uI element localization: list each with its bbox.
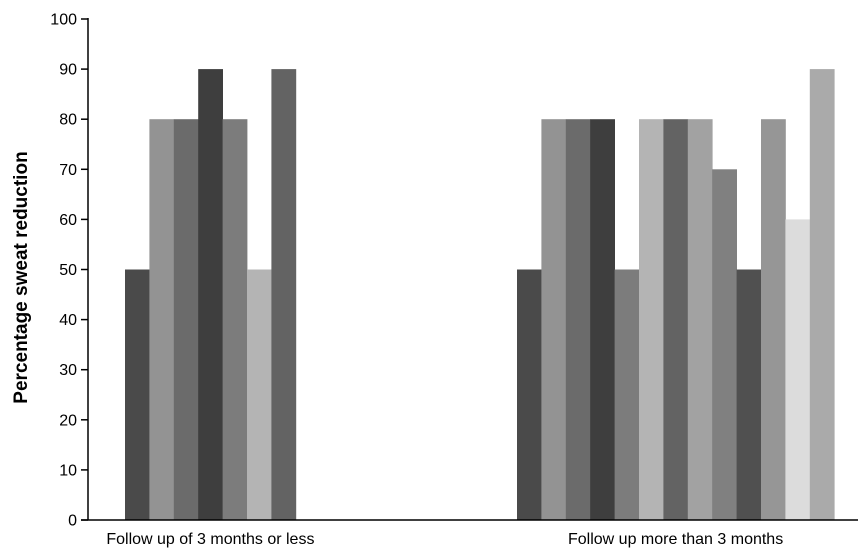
y-tick-label: 40 — [59, 312, 77, 329]
bar — [761, 119, 786, 520]
bar — [614, 269, 640, 520]
bar — [736, 269, 762, 520]
y-tick-label: 90 — [59, 62, 77, 79]
bar — [222, 119, 248, 520]
y-tick-label: 80 — [59, 112, 77, 129]
y-axis-title: Percentage sweat reduction — [11, 151, 32, 403]
bar — [565, 119, 591, 520]
bar — [639, 119, 664, 520]
bar — [247, 269, 272, 520]
bars — [125, 69, 835, 521]
x-category-label: Follow up of 3 months or less — [106, 531, 314, 548]
x-category-label: Follow up more than 3 months — [568, 531, 783, 548]
bar — [173, 119, 199, 520]
category-labels: Follow up of 3 months or less Follow up m… — [106, 531, 783, 548]
y-tick-label: 60 — [59, 212, 77, 229]
bar — [809, 69, 835, 520]
y-tick-label: 0 — [68, 513, 77, 530]
bar — [541, 119, 567, 520]
y-tick-label: 10 — [59, 462, 77, 479]
bar — [149, 119, 175, 520]
bar — [271, 69, 297, 520]
y-tick-label: 30 — [59, 362, 77, 379]
bar — [198, 69, 223, 520]
bar — [517, 269, 542, 520]
bar — [590, 119, 615, 520]
bar — [785, 219, 811, 520]
y-tick-label: 100 — [50, 12, 77, 29]
bar — [663, 119, 689, 520]
y-tick-label: 70 — [59, 162, 77, 179]
bar — [687, 119, 713, 520]
bar — [712, 169, 737, 521]
y-axis-ticks: 0 10 20 30 40 50 60 70 80 90 100 — [50, 12, 88, 530]
bar — [125, 269, 150, 520]
y-tick-label: 50 — [59, 262, 77, 279]
y-tick-label: 20 — [59, 412, 77, 429]
